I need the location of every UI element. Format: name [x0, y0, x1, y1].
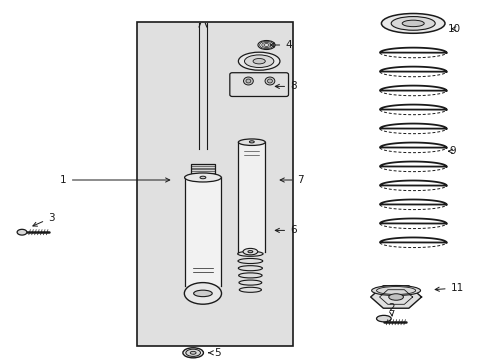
Text: 11: 11	[434, 283, 463, 293]
Ellipse shape	[267, 79, 272, 83]
Ellipse shape	[247, 251, 252, 253]
Text: 7: 7	[280, 175, 304, 185]
Bar	[238, 142, 264, 252]
Bar	[184, 177, 221, 286]
Text: 5: 5	[208, 348, 221, 358]
Ellipse shape	[190, 351, 196, 354]
Ellipse shape	[200, 176, 205, 179]
Ellipse shape	[244, 55, 273, 68]
Text: 10: 10	[447, 24, 460, 34]
Text: 9: 9	[447, 146, 455, 156]
Text: 6: 6	[275, 225, 296, 235]
Text: 8: 8	[275, 81, 296, 91]
Ellipse shape	[193, 290, 212, 297]
Ellipse shape	[264, 77, 274, 85]
Text: 3: 3	[33, 213, 55, 226]
Polygon shape	[370, 286, 421, 308]
Ellipse shape	[183, 348, 203, 358]
Bar	[191, 164, 214, 177]
Ellipse shape	[184, 173, 221, 182]
Text: 4: 4	[270, 40, 291, 50]
Text: 2: 2	[387, 303, 394, 316]
Ellipse shape	[17, 229, 27, 235]
Ellipse shape	[249, 141, 254, 143]
Ellipse shape	[238, 139, 265, 145]
Ellipse shape	[381, 13, 444, 33]
Bar	[137, 22, 293, 346]
Ellipse shape	[243, 77, 253, 85]
Text: 1: 1	[60, 175, 169, 185]
Ellipse shape	[388, 294, 403, 300]
Ellipse shape	[243, 248, 257, 255]
Ellipse shape	[245, 79, 250, 83]
FancyBboxPatch shape	[229, 73, 288, 96]
Ellipse shape	[238, 52, 279, 70]
Ellipse shape	[184, 283, 221, 304]
Ellipse shape	[371, 285, 420, 296]
Ellipse shape	[376, 315, 390, 322]
Ellipse shape	[390, 17, 434, 30]
Ellipse shape	[253, 58, 265, 64]
Ellipse shape	[401, 20, 423, 27]
Ellipse shape	[185, 349, 200, 356]
Ellipse shape	[258, 40, 274, 49]
